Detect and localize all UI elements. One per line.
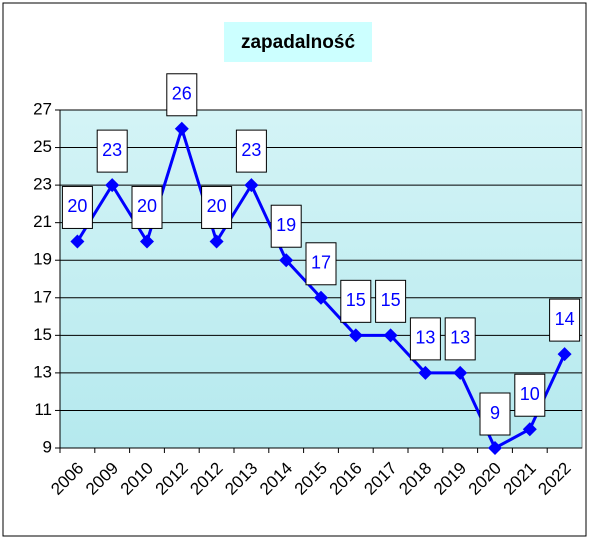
marker [348, 328, 363, 343]
data-label-box [201, 185, 233, 229]
marker [140, 234, 154, 249]
y-tick-label: 15 [33, 325, 52, 344]
data-label: 15 [381, 290, 401, 310]
y-tick-label: 11 [34, 400, 52, 419]
data-label: 17 [311, 253, 331, 273]
data-label-box [479, 392, 511, 436]
data-label: 20 [67, 196, 87, 216]
data-label-box [166, 73, 198, 117]
data-label: 9 [490, 403, 500, 423]
data-label-box [340, 279, 372, 323]
data-label-box [375, 279, 407, 323]
data-label-box [270, 204, 302, 248]
marker [174, 121, 189, 136]
data-label: 14 [555, 309, 575, 329]
marker [453, 365, 468, 380]
data-label: 20 [207, 196, 227, 216]
data-label: 20 [137, 196, 157, 216]
marker [244, 178, 259, 193]
data-label-box [514, 373, 546, 417]
data-label-box [96, 129, 128, 173]
marker [279, 253, 294, 268]
marker [209, 234, 224, 249]
marker [383, 328, 398, 343]
y-tick-label: 17 [33, 287, 52, 306]
data-label: 23 [102, 140, 122, 160]
data-label-box [444, 317, 476, 361]
y-tick-label: 25 [33, 137, 52, 156]
y-tick-label: 13 [33, 362, 52, 381]
data-label: 26 [172, 84, 192, 104]
data-label-box [305, 242, 337, 286]
data-label: 10 [520, 384, 540, 404]
data-label-box [409, 317, 441, 361]
marker [418, 365, 433, 380]
marker [105, 178, 120, 193]
title-box [224, 22, 372, 62]
data-label-box [549, 298, 581, 342]
y-tick-label: 21 [33, 212, 52, 231]
marker [522, 422, 537, 437]
data-label: 23 [241, 140, 261, 160]
data-label: 19 [276, 215, 296, 235]
marker [557, 347, 572, 362]
marker [314, 290, 328, 305]
data-label-box [235, 129, 267, 173]
data-label-box [61, 185, 93, 229]
y-tick-label: 9 [43, 437, 52, 456]
data-label: 13 [415, 328, 435, 348]
chart-title: zapadalność [241, 32, 355, 53]
y-tick-label: 27 [33, 99, 52, 118]
marker [488, 441, 502, 455]
data-label-box [131, 185, 163, 229]
y-tick-label: 23 [33, 175, 52, 194]
y-tick-label: 19 [33, 250, 52, 269]
marker [70, 234, 85, 249]
data-label: 13 [450, 328, 470, 348]
data-label: 15 [346, 290, 366, 310]
